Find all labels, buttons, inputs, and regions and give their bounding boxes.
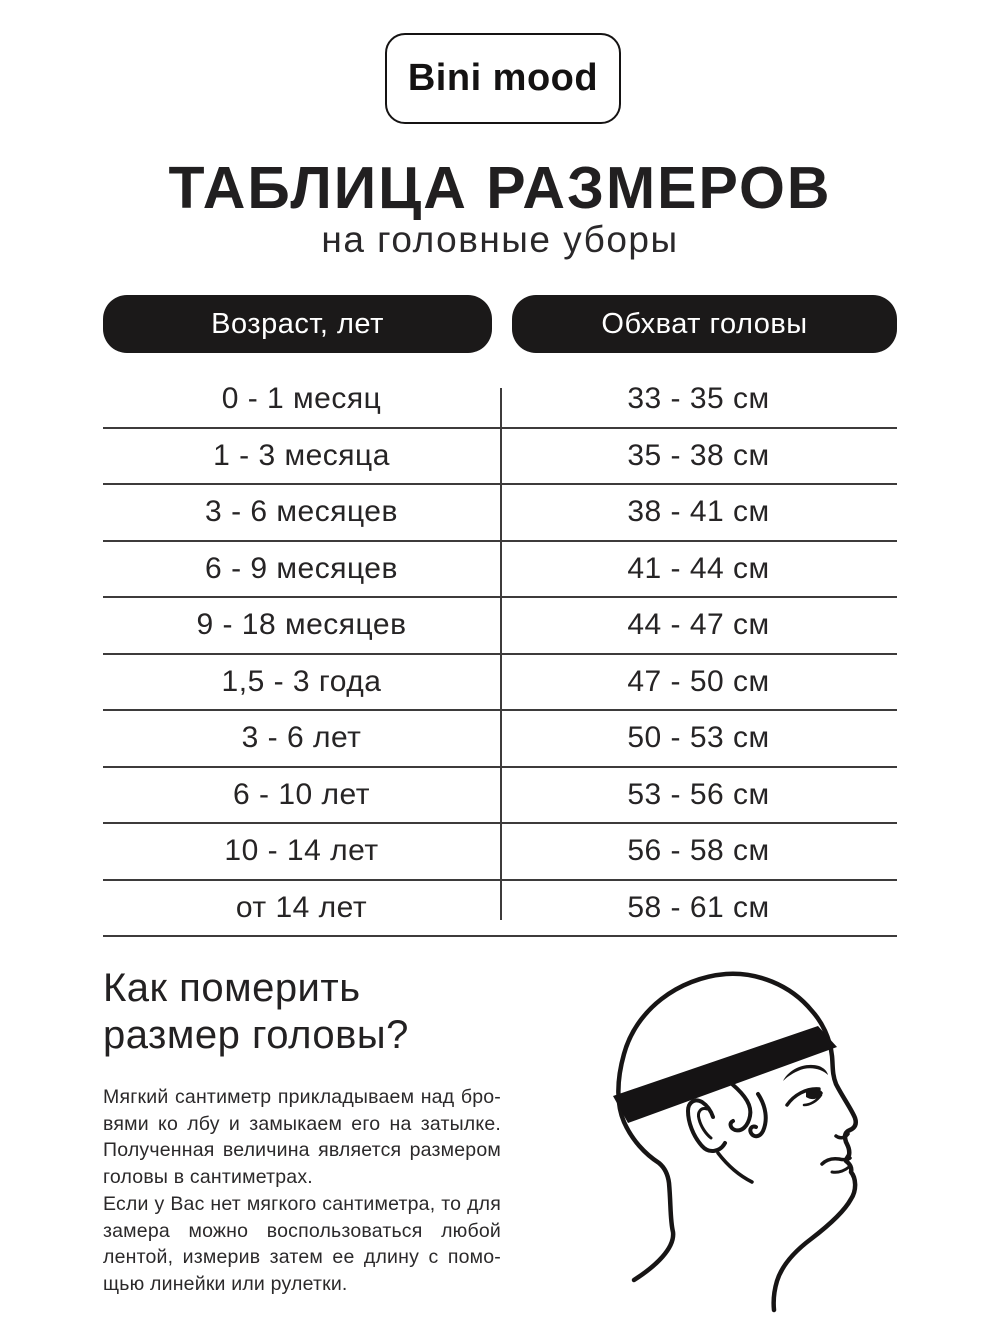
column-header-circumference: Обхват головы xyxy=(512,295,897,353)
age-cell: 6 - 9 месяцев xyxy=(205,551,398,585)
paragraph-line: Если у Вас нет мягкого сантиметра, то дл… xyxy=(103,1193,501,1215)
table-row: от 14 лет 58 - 61 см xyxy=(103,881,897,937)
age-cell: 1,5 - 3 года xyxy=(221,664,382,698)
ear xyxy=(686,1098,727,1153)
circumference-cell: 58 - 61 см xyxy=(627,890,770,924)
nostril xyxy=(834,1132,850,1140)
age-cell: 9 - 18 месяцев xyxy=(196,608,407,642)
paragraph-line: вями ко лбу и замыкаем его на затылке. xyxy=(103,1112,501,1135)
paragraph-line: замера можно воспользоваться любой xyxy=(103,1219,501,1242)
column-header-age: Возраст, лет xyxy=(103,295,492,353)
size-table: 0 - 1 месяц 33 - 35 см 1 - 3 месяца 35 -… xyxy=(103,372,897,937)
hair-curl-front xyxy=(728,1082,753,1133)
column-header-age-label: Возраст, лет xyxy=(211,307,384,340)
brand-logo-text: Bini mood xyxy=(407,57,599,99)
circumference-cell: 56 - 58 см xyxy=(627,834,770,868)
how-to-paragraph-2: Если у Вас нет мягкого сантиметра, то дл… xyxy=(103,1191,501,1297)
circumference-cell: 38 - 41 см xyxy=(627,495,770,529)
circumference-cell: 41 - 44 см xyxy=(627,551,770,585)
age-cell: 3 - 6 лет xyxy=(241,721,362,755)
circumference-cell: 50 - 53 см xyxy=(627,721,770,755)
age-cell: 10 - 14 лет xyxy=(224,834,379,868)
brand-logo: Bini mood xyxy=(385,33,621,124)
circumference-cell: 33 - 35 см xyxy=(627,382,770,416)
eye-lower-lid xyxy=(802,1093,823,1107)
age-cell: 1 - 3 месяца xyxy=(213,438,390,472)
head-profile-illustration xyxy=(613,971,859,1313)
how-to-paragraph-1: Мягкий сантиметр прикладываем над бро- в… xyxy=(103,1084,501,1190)
circumference-cell: 53 - 56 см xyxy=(627,777,770,811)
circumference-cell: 35 - 38 см xyxy=(627,438,770,472)
age-cell: 0 - 1 месяц xyxy=(221,382,382,416)
table-column-divider xyxy=(500,388,502,920)
paragraph-line: Полученная величина является размером xyxy=(103,1139,501,1161)
age-cell: 3 - 6 месяцев xyxy=(205,495,398,529)
page-title: ТАБЛИЦА РАЗМЕРОВ xyxy=(168,155,832,221)
hair-curl-back xyxy=(748,1092,768,1139)
page-subtitle: на головные уборы xyxy=(321,219,679,260)
table-row: 6 - 9 месяцев 41 - 44 см xyxy=(103,542,897,598)
column-header-circumference-label: Обхват головы xyxy=(601,307,808,340)
paragraph-line: лентой, измерив затем ее длину с помо- xyxy=(103,1246,501,1268)
circumference-cell: 44 - 47 см xyxy=(627,608,770,642)
paragraph-line: Мягкий сантиметр прикладываем над бро- xyxy=(103,1086,501,1108)
jaw-line xyxy=(716,1151,754,1184)
mouth xyxy=(820,1156,852,1166)
paragraph-line: головы в сантиметрах. xyxy=(103,1165,313,1188)
eyebrow xyxy=(783,1064,828,1081)
table-row: 1,5 - 3 года 47 - 50 см xyxy=(103,655,897,711)
paragraph-line: щью линейки или рулетки. xyxy=(103,1272,348,1295)
circumference-cell: 47 - 50 см xyxy=(627,664,770,698)
age-cell: 6 - 10 лет xyxy=(233,777,370,811)
head-outline xyxy=(616,971,859,1313)
how-to-heading: Как померить размер головы? xyxy=(103,966,409,1057)
measuring-band xyxy=(613,1026,837,1123)
ear-inner-line xyxy=(697,1107,713,1140)
age-cell: от 14 лет xyxy=(235,890,368,924)
lower-lip xyxy=(830,1165,851,1174)
